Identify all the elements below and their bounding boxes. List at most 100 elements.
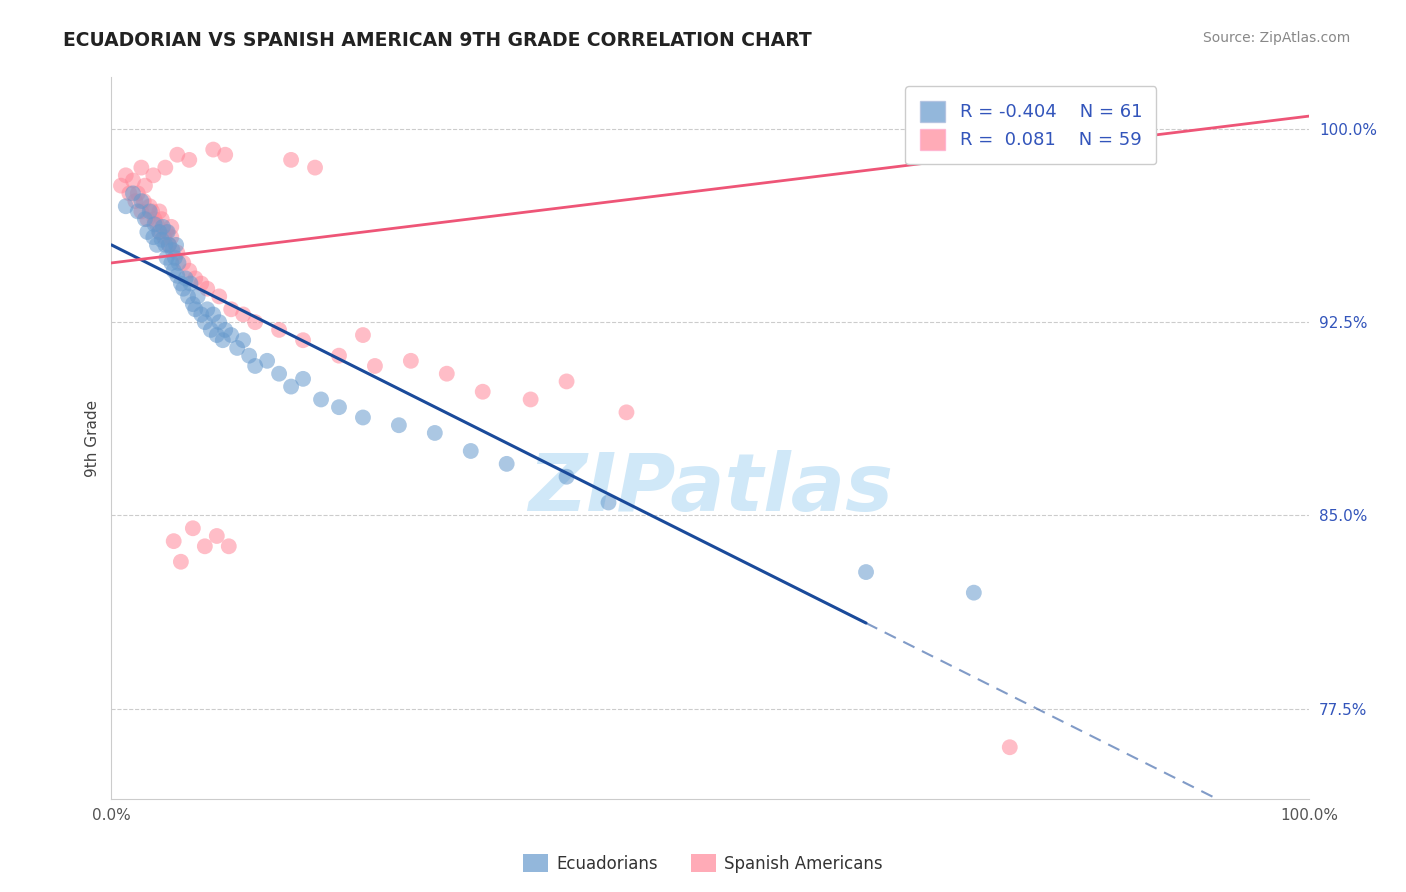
Point bbox=[148, 204, 170, 219]
Point bbox=[122, 173, 145, 187]
Point bbox=[170, 277, 193, 291]
Point bbox=[157, 238, 180, 252]
Point bbox=[269, 367, 291, 381]
Point bbox=[174, 271, 197, 285]
Point bbox=[148, 225, 170, 239]
Point bbox=[118, 186, 141, 201]
Point bbox=[471, 384, 494, 399]
Point bbox=[155, 251, 177, 265]
Point bbox=[195, 282, 218, 296]
Point bbox=[855, 565, 877, 579]
Point bbox=[146, 238, 169, 252]
Point bbox=[155, 238, 177, 252]
Point bbox=[156, 225, 179, 239]
Point bbox=[214, 323, 236, 337]
Point bbox=[162, 243, 184, 257]
Point bbox=[218, 539, 240, 553]
Point bbox=[114, 199, 136, 213]
Point bbox=[136, 225, 159, 239]
Point bbox=[143, 212, 166, 227]
Point bbox=[208, 315, 231, 329]
Point bbox=[304, 161, 326, 175]
Point bbox=[328, 400, 350, 414]
Point bbox=[139, 204, 162, 219]
Point bbox=[211, 333, 233, 347]
Point bbox=[127, 186, 149, 201]
Point bbox=[131, 161, 153, 175]
Point bbox=[155, 161, 177, 175]
Point bbox=[280, 379, 302, 393]
Point bbox=[131, 204, 153, 219]
Y-axis label: 9th Grade: 9th Grade bbox=[86, 400, 100, 476]
Point bbox=[172, 256, 194, 270]
Point bbox=[157, 238, 180, 252]
Point bbox=[495, 457, 517, 471]
Point bbox=[172, 282, 194, 296]
Legend: Ecuadorians, Spanish Americans: Ecuadorians, Spanish Americans bbox=[516, 847, 890, 880]
Point bbox=[364, 359, 387, 373]
Point bbox=[963, 585, 986, 599]
Point bbox=[269, 323, 291, 337]
Point bbox=[292, 333, 315, 347]
Point bbox=[163, 251, 186, 265]
Point bbox=[166, 245, 188, 260]
Point bbox=[187, 289, 209, 303]
Point bbox=[232, 333, 254, 347]
Point bbox=[280, 153, 302, 167]
Point bbox=[160, 219, 183, 234]
Text: ZIPatlas: ZIPatlas bbox=[527, 450, 893, 527]
Point bbox=[202, 308, 225, 322]
Point bbox=[219, 302, 242, 317]
Legend: R = -0.404    N = 61, R =  0.081    N = 59: R = -0.404 N = 61, R = 0.081 N = 59 bbox=[905, 87, 1157, 164]
Point bbox=[179, 277, 201, 291]
Point bbox=[166, 268, 188, 283]
Point bbox=[190, 308, 212, 322]
Point bbox=[150, 212, 173, 227]
Point bbox=[243, 359, 266, 373]
Point bbox=[166, 147, 188, 161]
Point bbox=[195, 302, 218, 317]
Point bbox=[124, 194, 146, 208]
Point bbox=[399, 354, 422, 368]
Point bbox=[352, 410, 374, 425]
Point bbox=[131, 194, 153, 208]
Point bbox=[132, 194, 155, 208]
Point bbox=[292, 372, 315, 386]
Point bbox=[110, 178, 132, 193]
Point bbox=[388, 418, 411, 433]
Point bbox=[148, 225, 170, 239]
Point bbox=[181, 521, 204, 535]
Point bbox=[205, 328, 228, 343]
Text: ECUADORIAN VS SPANISH AMERICAN 9TH GRADE CORRELATION CHART: ECUADORIAN VS SPANISH AMERICAN 9TH GRADE… bbox=[63, 31, 813, 50]
Point bbox=[555, 375, 578, 389]
Point bbox=[177, 289, 200, 303]
Point bbox=[143, 217, 166, 231]
Point bbox=[167, 256, 190, 270]
Point bbox=[150, 233, 173, 247]
Point bbox=[184, 271, 207, 285]
Point bbox=[163, 263, 186, 277]
Point bbox=[160, 230, 183, 244]
Point bbox=[616, 405, 638, 419]
Point bbox=[181, 297, 204, 311]
Point bbox=[423, 425, 446, 440]
Point bbox=[328, 349, 350, 363]
Point bbox=[179, 263, 201, 277]
Point bbox=[142, 169, 165, 183]
Point bbox=[194, 539, 217, 553]
Point bbox=[460, 444, 482, 458]
Point bbox=[226, 341, 249, 355]
Point bbox=[208, 289, 231, 303]
Point bbox=[139, 199, 162, 213]
Point bbox=[136, 212, 159, 227]
Point bbox=[184, 302, 207, 317]
Point bbox=[205, 529, 228, 543]
Point bbox=[519, 392, 541, 407]
Point bbox=[190, 277, 212, 291]
Point bbox=[146, 217, 169, 231]
Text: Source: ZipAtlas.com: Source: ZipAtlas.com bbox=[1202, 31, 1350, 45]
Point bbox=[436, 367, 458, 381]
Point bbox=[170, 555, 193, 569]
Point bbox=[194, 315, 217, 329]
Point bbox=[238, 349, 260, 363]
